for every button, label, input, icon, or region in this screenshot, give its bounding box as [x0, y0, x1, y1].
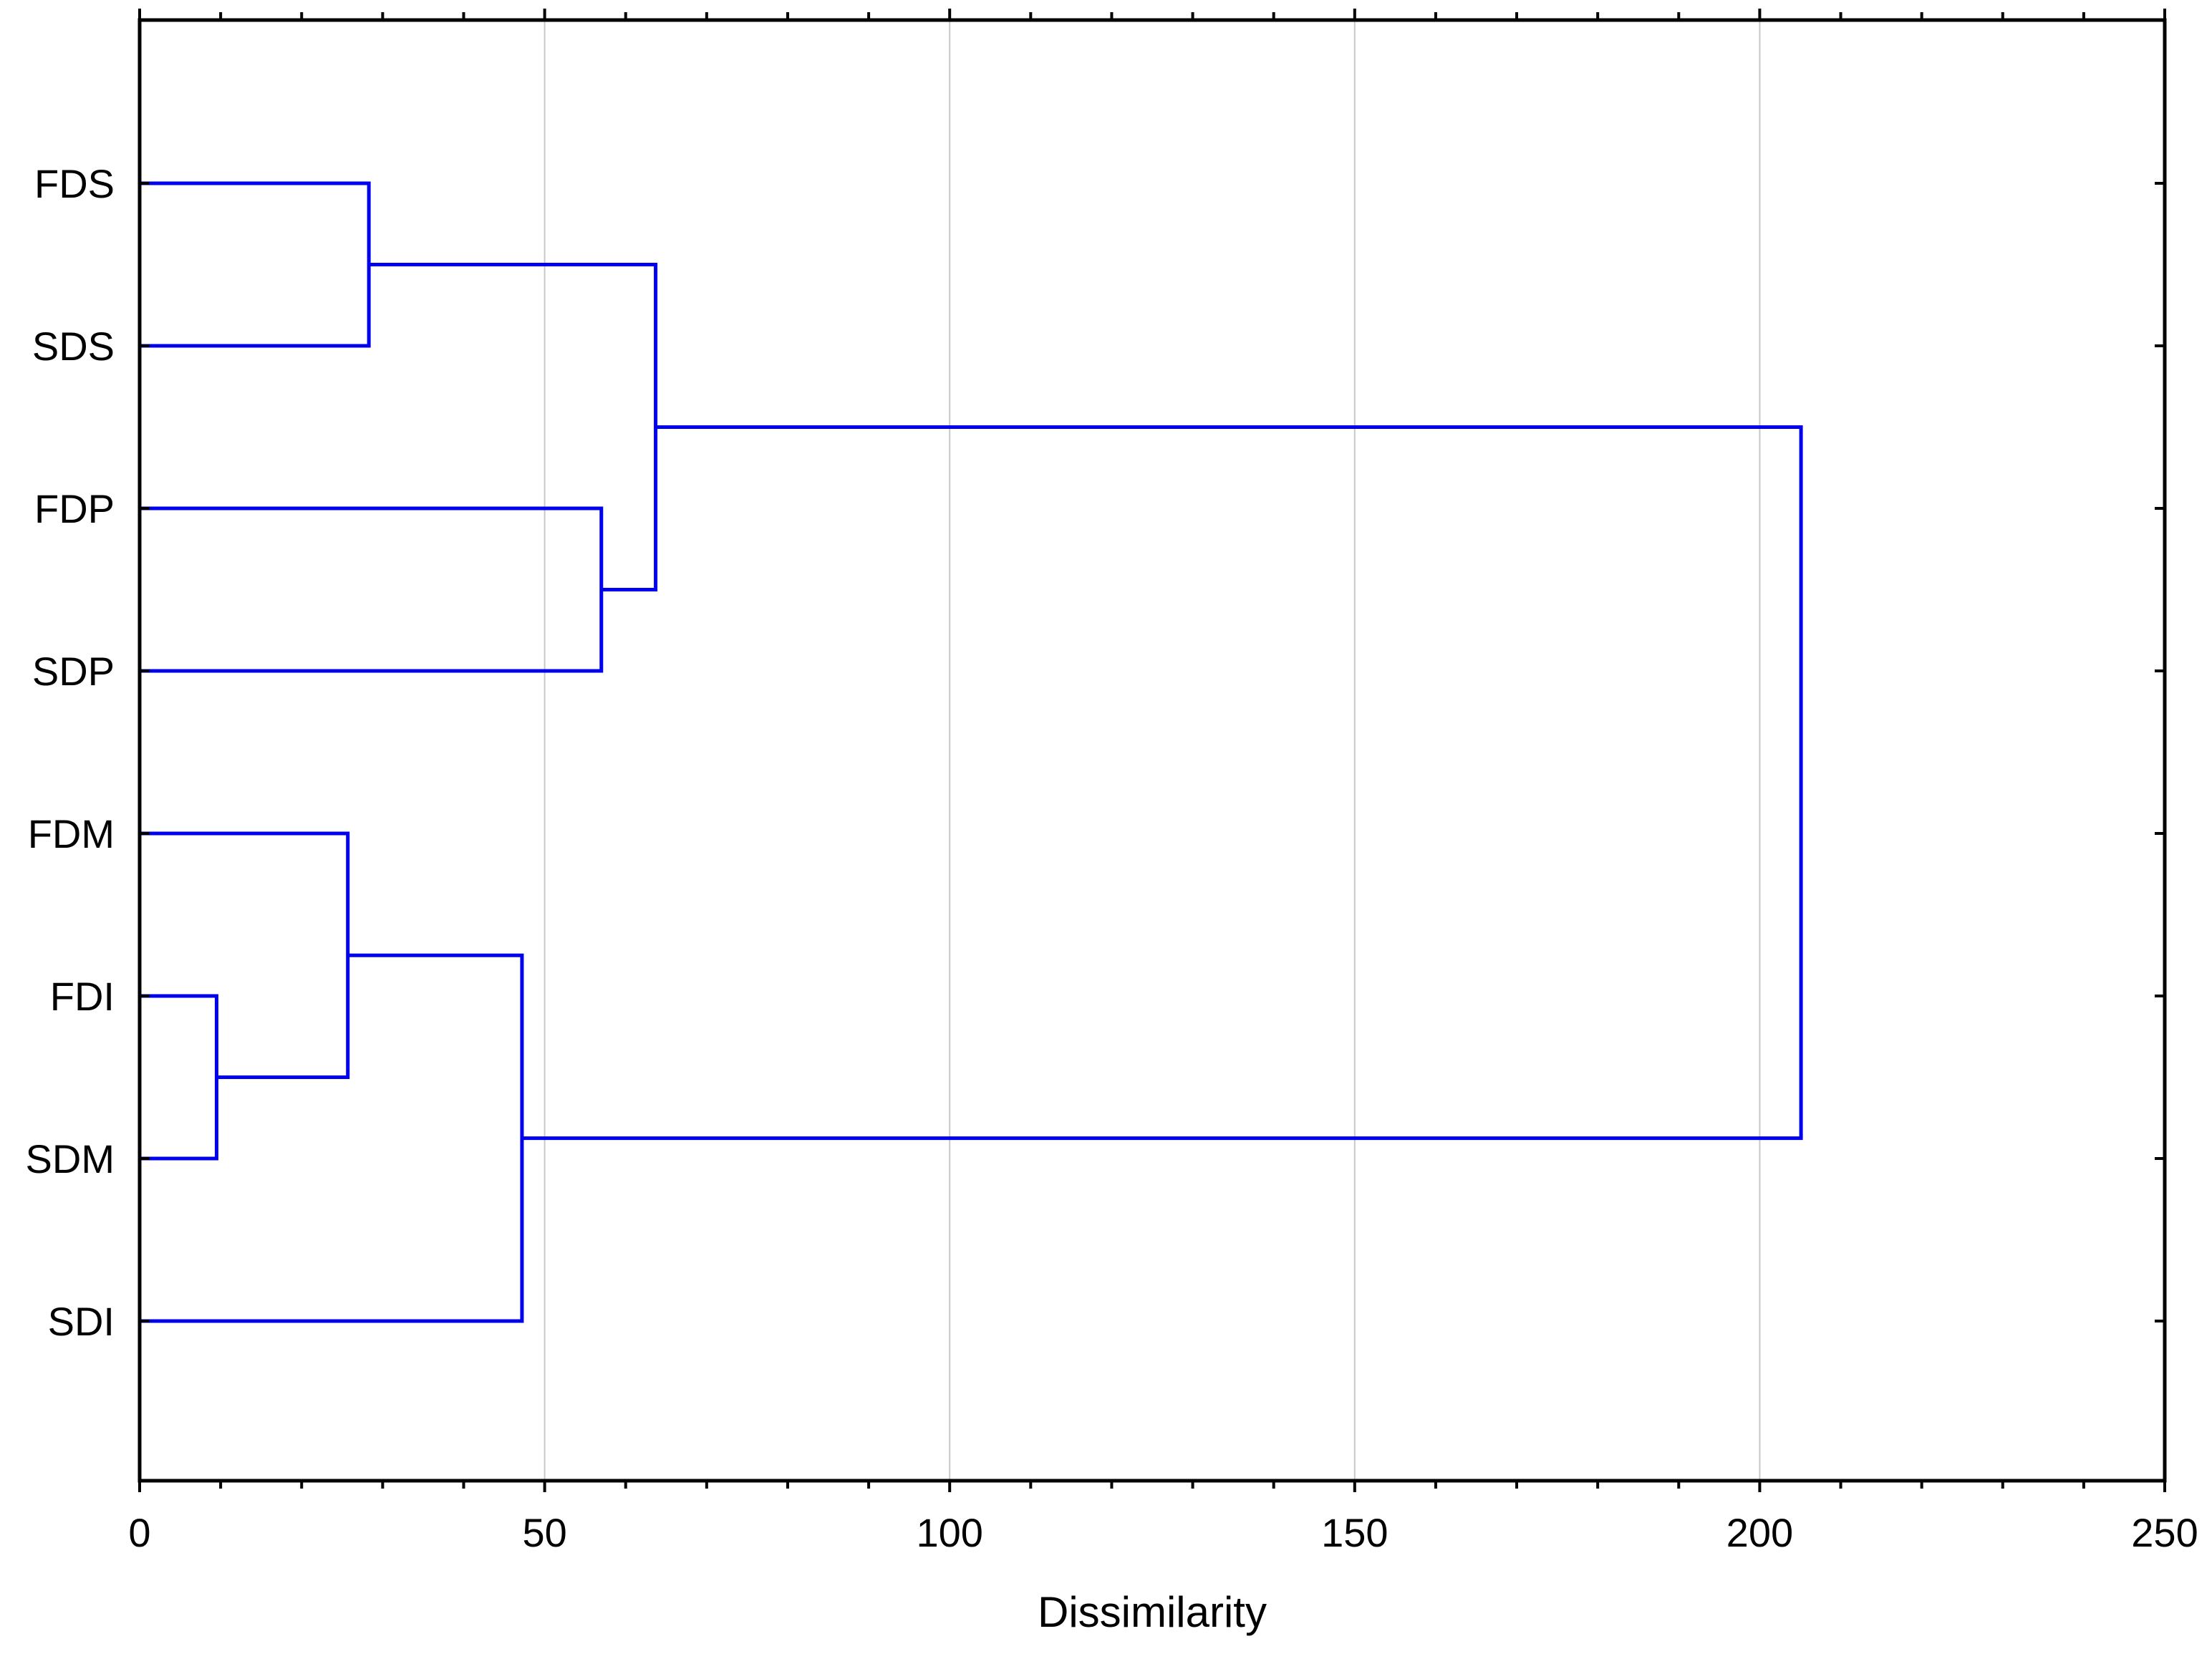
leaf-label-sds: SDS	[32, 324, 115, 369]
merge-c3	[140, 181, 371, 348]
x-tick-label-1: 50	[522, 1510, 566, 1555]
tick-layer	[138, 9, 2166, 1492]
leaf-label-sdi: SDI	[48, 1299, 115, 1344]
merge-c7	[521, 425, 1803, 1141]
x-tick-label-5: 250	[2131, 1510, 2198, 1555]
merge-c4	[140, 953, 524, 1323]
x-tick-label-2: 100	[916, 1510, 982, 1555]
x-tick-label-0: 0	[128, 1510, 150, 1555]
leaf-label-fdp: FDP	[34, 486, 115, 531]
x-tick-label-4: 200	[1726, 1510, 1793, 1555]
x-axis-title: Dissimilarity	[1038, 1588, 1267, 1636]
dendrogram-tree	[140, 181, 1803, 1323]
leaf-label-sdp: SDP	[32, 649, 115, 694]
merge-c5	[140, 506, 604, 673]
leaf-label-fdm: FDM	[28, 811, 115, 856]
merge-c6	[369, 263, 658, 591]
grid-layer	[544, 20, 1761, 1481]
merge-c1	[140, 994, 218, 1161]
leaf-label-sdm: SDM	[26, 1136, 115, 1181]
x-tick-label-3: 150	[1321, 1510, 1388, 1555]
plot-frame	[137, 18, 2167, 1483]
leaf-label-fdi: FDI	[50, 974, 115, 1019]
label-layer: 0 50 100 150 200 250 FDS SDS FDP SDP FDM FDI SDM SDI	[26, 161, 2198, 1555]
leaf-label-fds: FDS	[34, 161, 115, 206]
merge-c2	[140, 831, 350, 1079]
